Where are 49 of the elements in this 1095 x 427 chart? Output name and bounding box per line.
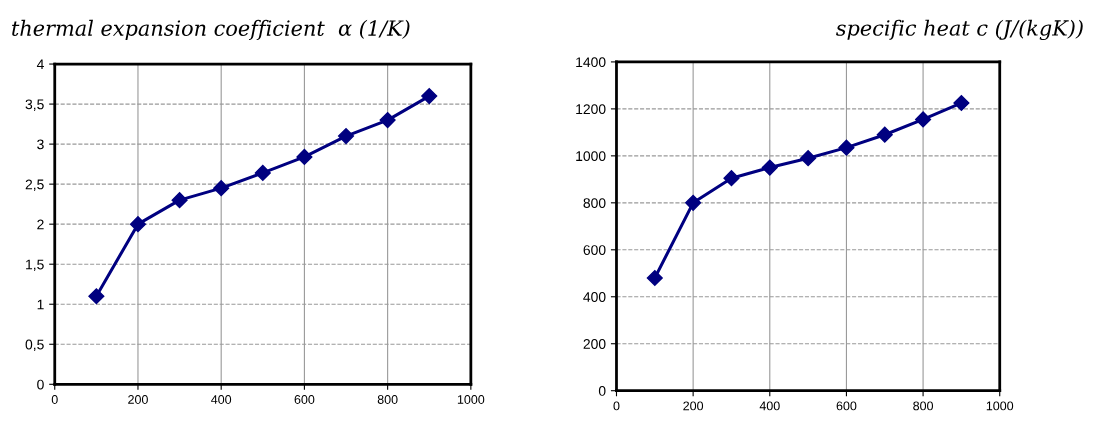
chart-title: specific heat c (J/(kgK)) [836, 19, 1083, 41]
point [379, 112, 396, 129]
point [838, 139, 855, 156]
point [337, 128, 355, 145]
point [646, 269, 663, 287]
point [685, 194, 702, 211]
x-tick-label: 600 [836, 401, 857, 411]
y-tick-label: 4 [36, 59, 44, 70]
y-tick-label: 1 [37, 299, 44, 310]
x-tick-label: 0 [51, 395, 58, 404]
point [213, 180, 230, 197]
x-tick-label: 800 [913, 401, 934, 411]
point [421, 88, 438, 105]
x-tick-label: 200 [128, 395, 148, 404]
y-tick-label: 3,5 [25, 99, 44, 111]
point [761, 159, 778, 176]
y-tick-label: 3 [37, 139, 44, 150]
point [254, 164, 271, 181]
y-tick-label: 0,5 [25, 339, 44, 352]
x-tick-label: 1000 [457, 395, 485, 404]
y-tick-label: 2,5 [25, 179, 44, 191]
point [88, 288, 105, 305]
y-tick-label: 1,5 [26, 259, 44, 272]
y-tick-label: 400 [583, 292, 606, 302]
point [296, 148, 313, 165]
point [953, 94, 970, 112]
x-tick-label: 200 [683, 401, 704, 411]
x-tick-label: 400 [759, 401, 780, 411]
y-tick-label: 0 [37, 379, 44, 390]
x-tick-label: 1000 [986, 401, 1014, 411]
point [800, 150, 817, 167]
y-tick-label: 2 [37, 219, 44, 230]
y-tick-label: 1000 [576, 151, 606, 162]
x-tick-label: 800 [377, 395, 398, 404]
point [723, 170, 740, 187]
y-tick-label: 200 [583, 339, 606, 349]
x-tick-label: 0 [613, 401, 620, 411]
point [915, 111, 932, 128]
chart-title: thermal expansion coefficient α (1/K) [12, 19, 410, 40]
y-tick-label: 0 [598, 386, 606, 396]
y-tick-label: 1200 [576, 104, 606, 115]
x-tick-label: 600 [294, 395, 315, 404]
x-tick-label: 400 [211, 395, 232, 404]
point [171, 192, 188, 209]
y-tick-label: 600 [583, 245, 606, 255]
point [876, 126, 893, 143]
y-tick-label: 800 [583, 198, 606, 208]
y-tick-label: 1400 [576, 57, 606, 68]
point [129, 216, 147, 233]
